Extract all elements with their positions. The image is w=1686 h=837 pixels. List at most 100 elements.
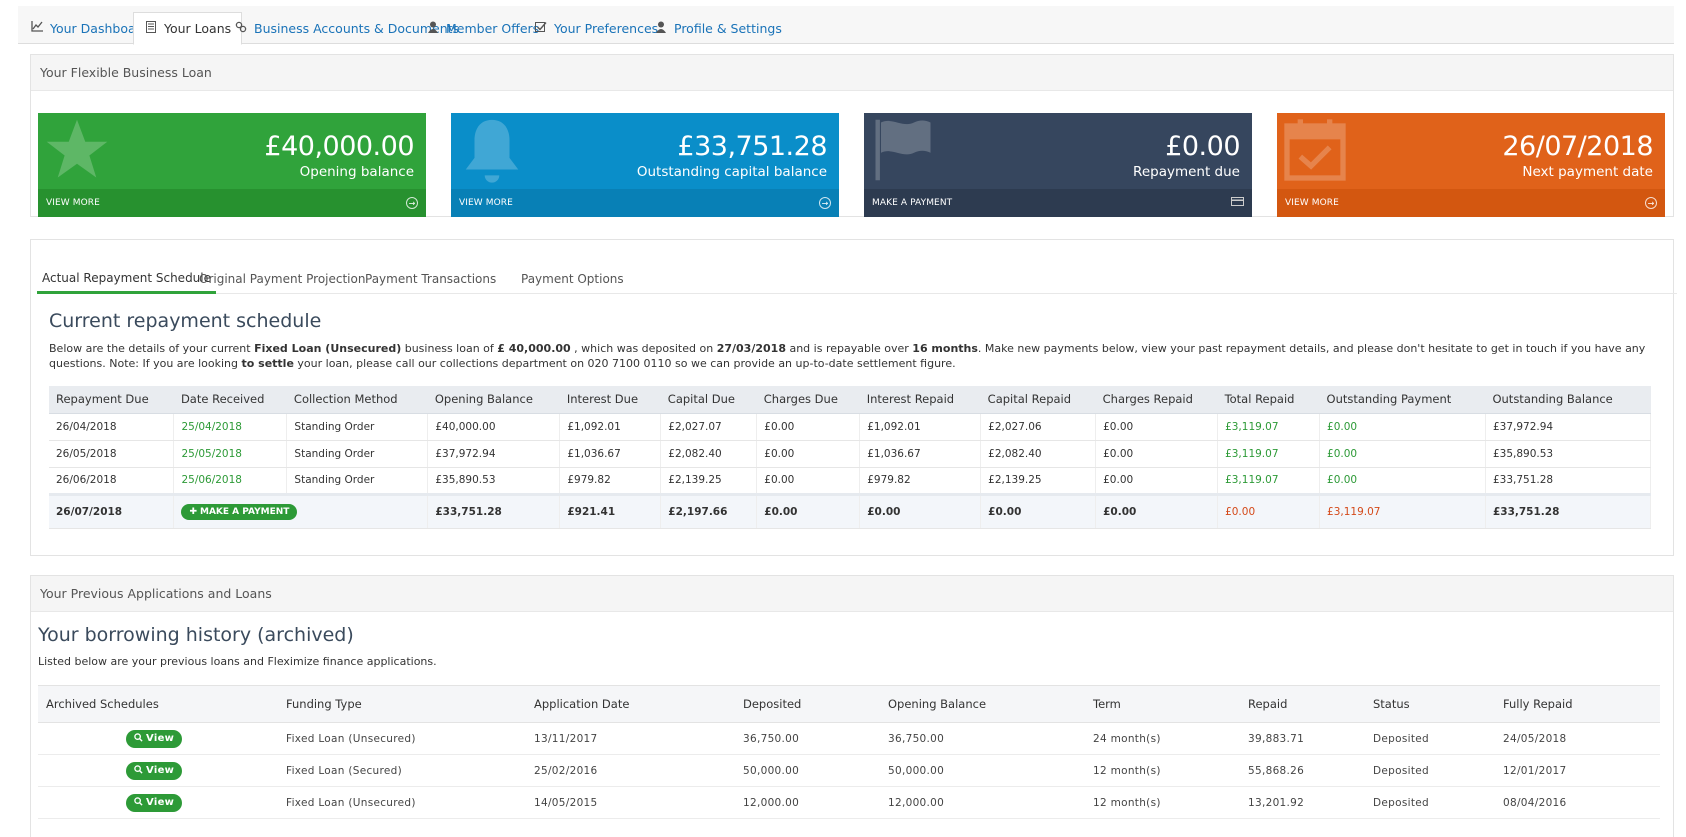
archived-loans-table: Archived Schedules Funding Type Applicatio… [38,685,1660,819]
table-cell: 24 month(s) [1085,722,1240,755]
table-cell: Fixed Loan (Unsecured) [278,786,526,819]
next-payment-date-value: 26/07/2018 [1502,131,1653,162]
view-more-link[interactable]: VIEW MORE → [451,189,839,217]
schedule-tabs: Actual Repayment Schedule Original Payme… [37,264,1677,294]
tab-business-accounts[interactable]: Business Accounts & Documents [224,12,469,44]
table-cell: £921.41 [559,492,662,529]
tab-business-accounts-label: Business Accounts & Documents [254,20,460,36]
table-cell: £33,751.28 [427,492,561,529]
desc-loan-type: Fixed Loan (Unsecured) [254,342,402,355]
tab-payment-transactions[interactable]: Payment Transactions [365,272,497,286]
column-header: Archived Schedules [38,685,278,723]
column-header: Capital Repaid [980,386,1096,414]
panel-title: Your Previous Applications and Loans [31,576,1673,612]
table-cell: £1,092.01 [559,413,662,441]
tab-preferences[interactable]: Your Preferences [524,12,668,44]
table-cell: 08/04/2016 [1495,786,1660,819]
table-cell: 12,000.00 [735,786,880,819]
column-header: Collection Method [286,386,428,414]
make-a-payment-button[interactable]: ✚ MAKE A PAYMENT [181,503,298,520]
table-cell: View [38,722,278,755]
table-cell: £35,890.53 [1485,440,1652,468]
table-cell: 39,883.71 [1240,722,1365,755]
footer-label: VIEW MORE [1285,198,1339,208]
view-schedule-button[interactable]: View [126,793,183,812]
table-row: 26/04/2018 25/04/2018 Standing Order £40,00… [49,413,1652,441]
table-cell: 36,750.00 [880,722,1085,755]
desc-text: , which was deposited on [570,342,717,355]
repayment-due-card: £0.00 Repayment due MAKE A PAYMENT [864,113,1252,217]
desc-settle: to settle [241,357,294,370]
desc-deposit-date: 27/03/2018 [716,342,786,355]
next-payment-row: 26/07/2018 ✚ MAKE A PAYMENT £33,751.28 £921.… [49,492,1652,529]
table-cell: £0.00 [1095,467,1219,495]
table-cell: £979.82 [859,467,982,495]
panel-title: Your Flexible Business Loan [31,55,1673,91]
calendar-check-icon [1284,119,1346,181]
table-cell: 25/04/2018 [173,413,288,441]
loan-summary-panel: Your Flexible Business Loan £40,000.00 O… [30,54,1674,217]
column-header: Fully Repaid [1495,685,1660,723]
plus-icon: ✚ [189,506,197,517]
table-cell: 26/05/2018 [49,440,175,468]
borrowing-history-panel: Your Previous Applications and Loans You… [30,575,1674,837]
view-more-link[interactable]: VIEW MORE → [38,189,426,217]
view-schedule-button[interactable]: View [126,729,183,748]
column-header: Application Date [526,685,735,723]
column-header: Capital Due [660,386,757,414]
desc-text: . Make new payments below, view your pas… [49,342,1646,370]
table-cell: £3,119.07 [1217,467,1321,495]
table-row: View Fixed Loan (Unsecured) 13/11/2017 36,7… [38,722,1660,755]
view-schedule-button[interactable]: View [126,761,183,780]
table-cell: £3,119.07 [1217,413,1321,441]
outstanding-capital-label: Outstanding capital balance [636,164,827,180]
table-row: View Fixed Loan (Secured) 25/02/2016 50,000… [38,754,1660,787]
table-cell: Fixed Loan (Secured) [278,754,526,787]
repayment-due-label: Repayment due [1133,164,1240,180]
table-cell: 12/01/2017 [1495,754,1660,787]
schedule-heading: Current repayment schedule [49,310,322,332]
table-cell: £0.00 [756,492,861,529]
tab-dashboard[interactable]: Your Dashboard [20,12,158,44]
table-cell: ✚ MAKE A PAYMENT [173,492,429,529]
table-cell: £2,082.40 [660,440,758,468]
view-more-link[interactable]: VIEW MORE → [1277,189,1665,217]
document-icon [144,21,158,36]
tab-member-offers-label: Member Offers [446,20,540,36]
column-header: Deposited [735,685,880,723]
tab-profile-settings[interactable]: Profile & Settings [644,12,792,44]
column-header: Interest Repaid [859,386,981,414]
table-cell: 12 month(s) [1085,754,1240,787]
table-cell: 12,000.00 [880,786,1085,819]
table-cell: £2,139.25 [660,467,758,495]
table-cell: £33,751.28 [1485,492,1652,529]
bell-icon [465,119,519,183]
table-cell: £2,197.66 [660,492,758,529]
tab-your-loans[interactable]: Your Loans [133,12,243,45]
table-cell: 50,000.00 [880,754,1085,787]
credit-card-icon [1231,197,1244,209]
user-icon [426,21,440,36]
tab-original-payment-projection[interactable]: Original Payment Projection [199,272,366,286]
opening-balance-label: Opening balance [299,164,414,180]
status-badge: Deposited [1365,754,1495,787]
make-a-payment-link[interactable]: MAKE A PAYMENT [864,189,1252,217]
search-icon [134,796,143,809]
tab-member-offers[interactable]: Member Offers [416,12,549,44]
user-icon [654,21,668,36]
tab-actual-repayment-schedule[interactable]: Actual Repayment Schedule [37,264,217,294]
table-row: 26/06/2018 25/06/2018 Standing Order £35,89… [49,467,1652,495]
table-cell: £0.00 [756,467,861,495]
table-cell: Standing Order [286,467,429,495]
table-cell: £2,027.07 [660,413,758,441]
link-icon [234,21,248,36]
tab-payment-options[interactable]: Payment Options [521,272,624,286]
button-label: View [146,797,175,808]
desc-loan-amount: £ 40,000.00 [497,342,571,355]
column-header: Repayment Due [49,386,174,414]
table-cell: 24/05/2018 [1495,722,1660,755]
table-row: 26/05/2018 25/05/2018 Standing Order £37,97… [49,440,1652,468]
chart-icon [30,21,44,35]
table-cell: £35,890.53 [427,467,561,495]
column-header: Outstanding Payment [1319,386,1486,414]
